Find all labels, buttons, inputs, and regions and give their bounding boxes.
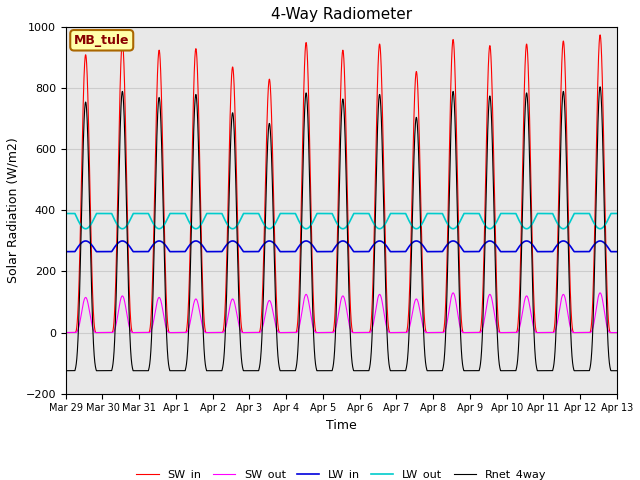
Line: SW_out: SW_out <box>66 293 617 333</box>
SW_in <box>413 82 421 87</box>
Line: LW_out: LW_out <box>66 214 617 229</box>
LW_out <box>613 211 621 216</box>
SW_in <box>476 329 484 335</box>
X-axis label: Time: Time <box>326 419 356 432</box>
Line: Rnet_4way: Rnet_4way <box>66 87 617 371</box>
SW_in <box>491 216 499 222</box>
Line: LW_in: LW_in <box>66 241 617 252</box>
LW_out <box>513 212 520 217</box>
Rnet_4way <box>476 364 484 370</box>
Rnet_4way <box>596 84 604 90</box>
Rnet_4way <box>505 368 513 373</box>
SW_out <box>62 330 70 336</box>
SW_out <box>505 330 513 336</box>
Title: 4-Way Radiometer: 4-Way Radiometer <box>271 7 412 22</box>
Y-axis label: Solar Radiation (W/m2): Solar Radiation (W/m2) <box>7 138 20 283</box>
SW_out <box>613 330 621 336</box>
LW_in <box>91 246 99 252</box>
LW_in <box>62 249 70 254</box>
Line: SW_in: SW_in <box>66 35 617 333</box>
Text: MB_tule: MB_tule <box>74 34 129 47</box>
LW_in <box>596 238 604 244</box>
Rnet_4way <box>62 368 70 373</box>
LW_in <box>491 241 499 247</box>
LW_out <box>491 222 499 228</box>
Rnet_4way <box>91 357 99 362</box>
SW_in <box>613 330 621 336</box>
SW_out <box>491 314 499 320</box>
LW_out <box>476 213 484 218</box>
LW_in <box>476 247 484 253</box>
LW_in <box>413 238 421 244</box>
LW_out <box>91 215 99 220</box>
Rnet_4way <box>413 126 421 132</box>
SW_in <box>505 330 513 336</box>
LW_out <box>596 226 604 232</box>
SW_out <box>596 290 604 296</box>
SW_out <box>91 329 99 335</box>
SW_out <box>513 330 520 336</box>
LW_in <box>505 249 513 254</box>
LW_out <box>505 211 513 216</box>
SW_in <box>91 324 99 330</box>
SW_in <box>62 330 70 336</box>
LW_in <box>513 248 520 254</box>
SW_in <box>596 32 604 38</box>
SW_out <box>476 330 484 336</box>
LW_in <box>613 249 621 254</box>
Rnet_4way <box>613 368 621 373</box>
SW_out <box>413 298 421 303</box>
LW_out <box>62 211 70 216</box>
LW_out <box>413 226 421 231</box>
Rnet_4way <box>491 251 499 256</box>
Legend: SW_in, SW_out, LW_in, LW_out, Rnet_4way: SW_in, SW_out, LW_in, LW_out, Rnet_4way <box>132 465 550 480</box>
Rnet_4way <box>513 366 520 372</box>
SW_in <box>513 330 520 336</box>
